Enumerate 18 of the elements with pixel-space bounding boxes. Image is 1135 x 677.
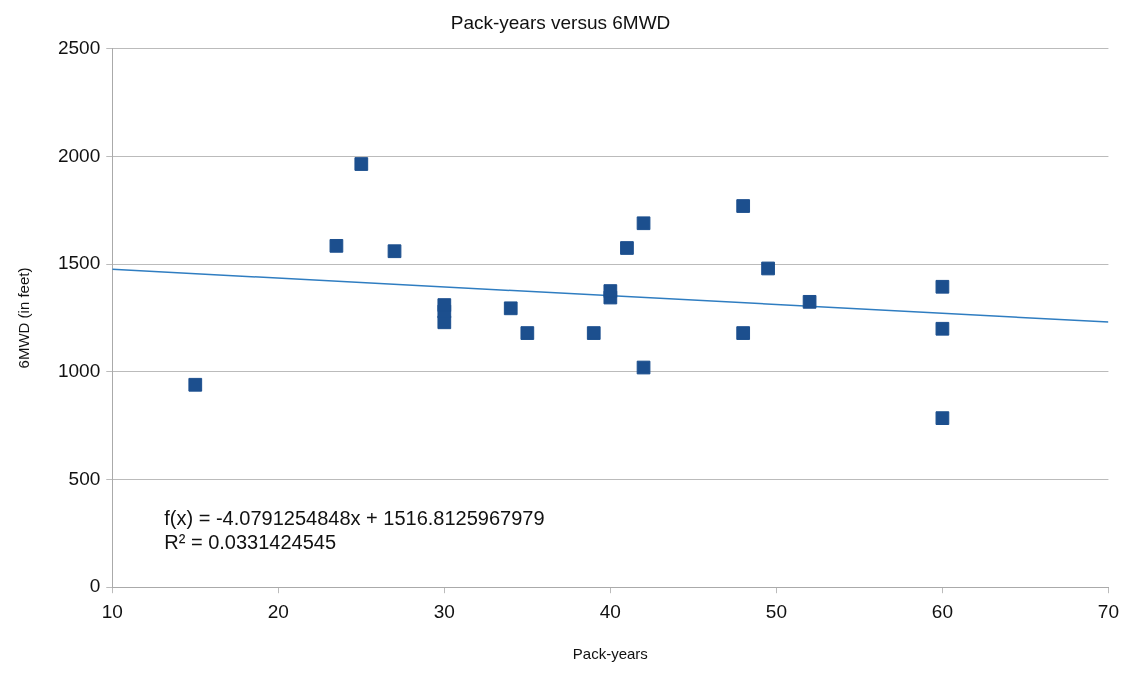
y-tick-label: 0: [89, 575, 101, 597]
annotation: f(x) = -4.0791254848x + 1516.8125967979: [164, 507, 545, 530]
x-tick-label: 30: [433, 600, 455, 622]
x-tick-label: 20: [267, 600, 289, 622]
y-tick-label: 2000: [57, 144, 101, 166]
x-tick-label: 50: [765, 600, 787, 622]
y-tick-label: 1500: [57, 252, 101, 274]
annotation: R² = 0.0331424545: [164, 531, 337, 554]
y-axis-title: 6MWD (in feet): [15, 267, 33, 369]
y-tick-label: 500: [68, 467, 101, 489]
x-axis-title: Pack-years: [572, 645, 648, 663]
x-tick-label: 60: [931, 600, 953, 622]
x-tick-label: 40: [599, 600, 621, 622]
chart-title: Pack-years versus 6MWD: [450, 11, 671, 33]
x-tick-label: 10: [101, 600, 123, 622]
x-tick-label: 70: [1097, 600, 1119, 622]
y-tick-label: 1000: [57, 360, 101, 382]
y-tick-label: 2500: [57, 37, 101, 59]
